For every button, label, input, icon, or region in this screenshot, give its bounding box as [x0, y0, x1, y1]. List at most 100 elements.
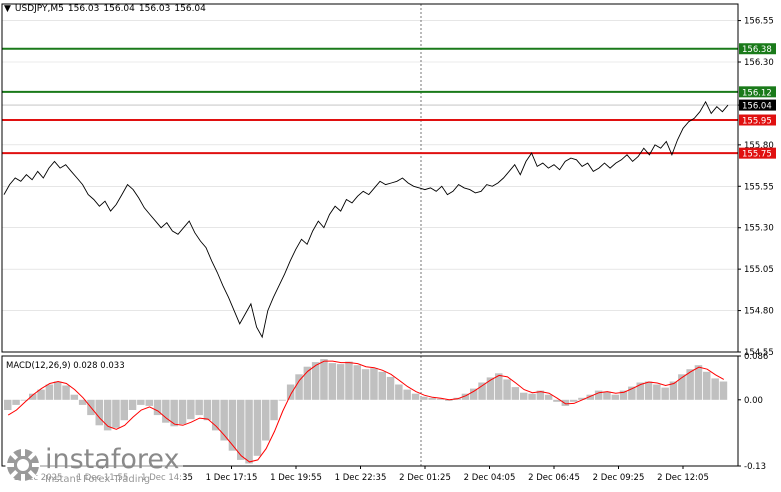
macd-histogram-bar: [20, 399, 29, 401]
level-label-156.12: 156.12: [742, 88, 772, 98]
macd-histogram-bar: [411, 393, 420, 400]
macd-histogram-bar: [528, 393, 536, 400]
price-tick-label: 154.55: [744, 348, 774, 358]
macd-histogram-bar: [70, 394, 79, 400]
macd-histogram-bar: [162, 399, 170, 423]
macd-histogram-bar: [678, 374, 686, 400]
price-line: [3, 100, 729, 339]
watermark: instaforex Instant Forex Trading: [5, 445, 184, 485]
instaforex-logo-icon: [6, 448, 40, 482]
macd-tick-label: 0.086: [744, 352, 768, 362]
watermark-tagline: Instant Forex Trading: [45, 473, 151, 485]
macd-histogram-bar: [370, 368, 378, 400]
macd-histogram-bar: [120, 399, 128, 421]
macd-histogram-bar: [45, 384, 54, 400]
macd-histogram-bar: [578, 397, 586, 400]
macd-histogram-bar: [594, 390, 603, 400]
macd-histogram-bar: [544, 394, 553, 400]
level-label-156.38: 156.38: [742, 45, 772, 55]
macd-histogram-bar: [320, 359, 328, 400]
macd-histogram-bar: [445, 399, 453, 401]
macd-histogram-bar: [569, 399, 578, 402]
macd-header: MACD(12,26,9) 0.028 0.033: [6, 361, 125, 371]
current-price-tag: [739, 99, 776, 111]
macd-histogram-bar: [395, 384, 403, 400]
price-tick-label: 155.55: [744, 182, 774, 192]
macd-histogram-bar: [178, 399, 187, 425]
price-tick-label: 155.05: [744, 265, 774, 275]
macd-tick-label: -0.13: [744, 462, 766, 472]
macd-histogram-bar: [378, 371, 386, 400]
chart-frame: [1, 3, 739, 467]
time-tick-label: 2 Dec 09:25: [593, 473, 645, 483]
macd-histogram-bar: [286, 384, 295, 400]
price-series: [3, 100, 729, 339]
macd-signal-line: [7, 360, 725, 463]
macd-histogram-bar: [495, 373, 503, 400]
macd-histogram-bar: [536, 390, 545, 400]
level-label-155.75: 155.75: [742, 150, 772, 160]
macd-histogram-bar: [619, 390, 628, 400]
macd-histogram-bar: [653, 384, 661, 400]
open-value: 156.03: [67, 4, 100, 14]
macd-histogram-bar: [37, 389, 45, 400]
macd-histogram-bar: [12, 399, 20, 405]
macd-histogram-bar: [253, 399, 262, 456]
support-resistance-levels: [2, 47, 738, 155]
macd-histogram-bar: [112, 399, 120, 428]
price-axis[interactable]: 156.55 156.30 156.04 155.80 155.55 155.30 155.…: [738, 17, 776, 472]
macd-histogram-bar: [262, 399, 270, 441]
macd-histogram-bar: [628, 386, 636, 400]
macd-histogram-bar: [353, 365, 361, 400]
macd-histogram-bar: [328, 363, 337, 400]
macd-histogram-bar: [611, 394, 619, 400]
macd-histogram-bar: [4, 399, 12, 410]
macd-histogram-bar: [361, 369, 370, 400]
macd-histogram-bar: [311, 362, 320, 400]
macd-histogram-bar: [103, 399, 112, 431]
price-tick-label: 155.80: [744, 141, 774, 151]
macd-histogram-bar: [278, 399, 287, 401]
macd-histogram-bar: [403, 389, 411, 400]
symbol-label[interactable]: USDJPY,M5: [14, 4, 64, 14]
macd-histogram-bar: [53, 381, 62, 400]
level-tag-155.95: [739, 114, 776, 126]
macd-histogram-bar: [644, 381, 653, 400]
triangle-down-icon[interactable]: ▼: [4, 4, 11, 14]
macd-histogram-bar: [153, 399, 162, 416]
macd-histogram-bar: [461, 393, 470, 400]
time-tick-label: 2 Dec 12:05: [657, 473, 709, 483]
macd-histogram-bar: [170, 399, 178, 427]
macd-histogram-bar: [245, 399, 253, 464]
macd-histogram-bar: [561, 399, 570, 406]
macd-histogram-bar: [553, 399, 561, 402]
macd-histogram-bar: [711, 378, 719, 400]
macd-histogram-bar: [703, 371, 711, 400]
macd-histogram-bar: [195, 399, 203, 416]
macd-pane-border: [1, 355, 739, 467]
time-tick-label: 2 Dec 01:25: [399, 473, 451, 483]
macd-histogram-bar: [636, 382, 644, 400]
macd-histogram-bar: [686, 369, 694, 400]
level-tag-156.12: [739, 86, 776, 98]
close-value: 156.04: [174, 4, 206, 14]
macd-histogram-bar: [212, 399, 220, 431]
macd-histogram-bar: [478, 382, 486, 400]
macd-histogram-bar: [228, 399, 237, 451]
macd-histogram-bar: [420, 396, 428, 400]
level-tag-155.75: [739, 147, 776, 159]
macd-histogram-bar: [270, 399, 278, 421]
macd-histogram-bar: [503, 379, 511, 400]
macd-histogram-bar: [203, 399, 212, 421]
time-tick-label: 1 Dec 22:35: [335, 473, 387, 483]
high-value: 156.04: [103, 4, 135, 14]
macd-histogram-bar: [137, 399, 145, 405]
time-tick-label: 2 Dec 04:05: [464, 473, 516, 483]
low-value: 156.03: [138, 4, 171, 14]
macd-histogram-bar: [511, 387, 520, 400]
macd-histogram-bar: [187, 399, 195, 420]
macd-histogram-bar: [295, 374, 303, 400]
time-tick-label: 1 Dec 19:55: [270, 473, 322, 483]
